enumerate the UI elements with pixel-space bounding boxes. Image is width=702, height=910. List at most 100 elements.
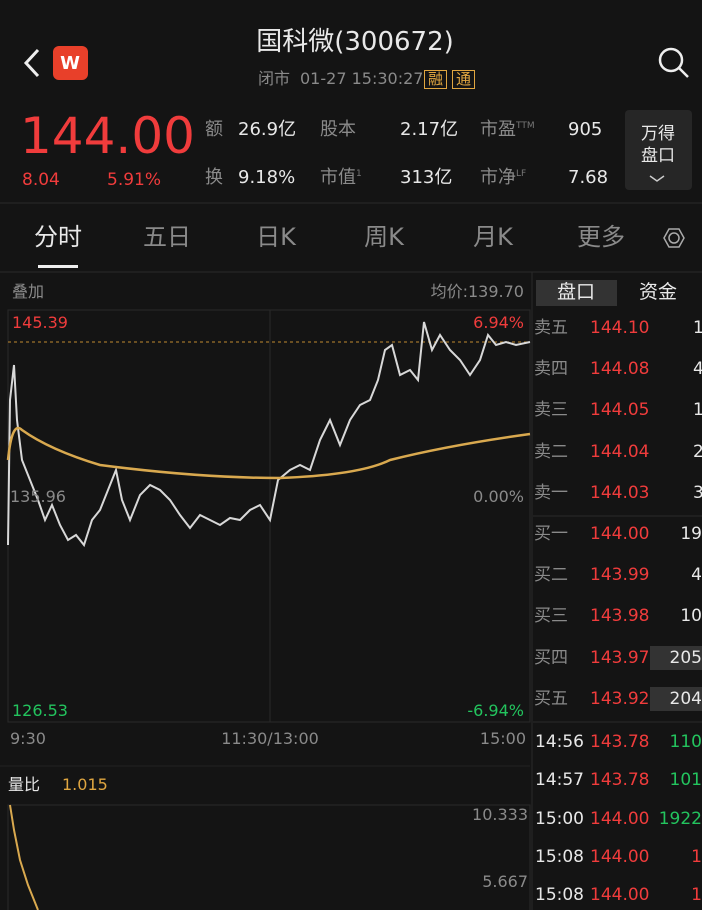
last-price: 144.00: [20, 107, 195, 165]
mid-label: 135.96: [10, 487, 66, 506]
ask-label: 卖三: [534, 400, 568, 421]
tag: 通: [452, 70, 476, 89]
trade-time: 15:08: [535, 885, 584, 906]
stat-sup: 1: [356, 169, 362, 179]
volume-tick: 10.333: [472, 805, 528, 824]
trade-volume: 110: [669, 732, 702, 752]
overlay-button[interactable]: 叠加: [12, 282, 45, 301]
bid-label: 买四: [534, 647, 568, 668]
bid-volume: 19: [680, 524, 702, 544]
trade-volume: 1: [691, 846, 702, 867]
ask-price: 144.03: [590, 482, 650, 503]
stat-value: 26.9亿: [238, 119, 297, 140]
stat-label: 股本: [320, 119, 356, 140]
ask-price: 144.04: [590, 441, 650, 462]
bid-price: 143.92: [590, 688, 650, 709]
book-tab[interactable]: 资金: [638, 281, 678, 303]
button-label[interactable]: 盘口: [641, 146, 675, 166]
stat-label: 换: [205, 167, 223, 188]
bid-price: 143.98: [590, 606, 650, 627]
time-label: 9:30: [10, 729, 46, 748]
trade-time: 14:56: [535, 732, 584, 752]
ask-label: 卖四: [534, 359, 568, 380]
svg-text:W: W: [60, 53, 80, 74]
tag: 融: [424, 70, 448, 89]
trade-time: 15:08: [535, 846, 584, 867]
volume-ratio-line: [9, 804, 39, 910]
volume-tick: 5.667: [482, 872, 528, 891]
bid-label: 买一: [534, 524, 568, 544]
tab[interactable]: 月K: [473, 223, 513, 251]
ask-label: 卖一: [534, 482, 568, 503]
tab-underline: [38, 265, 78, 268]
stock-title: 国科微(300672): [256, 27, 454, 57]
bid-volume: 4: [691, 565, 702, 586]
stat-value: 2.17亿: [400, 119, 459, 140]
ask-volume: 2: [693, 441, 702, 462]
price-change-pct: 5.91%: [107, 170, 162, 190]
high-label: 145.39: [12, 313, 68, 332]
trade-price: 144.00: [590, 846, 650, 867]
back-icon[interactable]: [23, 48, 40, 78]
stat-label: 额: [205, 119, 223, 140]
price-change: 8.04: [22, 170, 60, 190]
ask-volume: 3: [693, 482, 702, 503]
mid-pct: 0.00%: [473, 487, 524, 506]
time-label: 11:30/13:00: [221, 729, 319, 748]
low-label: 126.53: [12, 701, 68, 720]
stat-value: 313亿: [400, 167, 453, 188]
ask-volume: 4: [693, 359, 702, 380]
logo: [53, 46, 88, 80]
high-pct: 6.94%: [473, 313, 524, 332]
trade-volume: 1: [691, 885, 702, 906]
ask-label: 卖五: [534, 318, 568, 338]
trade-volume: 1922: [658, 808, 702, 829]
quote-time: 01-27 15:30:27: [300, 69, 424, 88]
bid-price: 144.00: [590, 524, 650, 544]
tab[interactable]: 周K: [364, 223, 404, 251]
low-pct: -6.94%: [467, 701, 524, 720]
trade-time: 15:00: [535, 808, 584, 829]
bid-label: 买五: [534, 688, 568, 709]
button-bg[interactable]: [625, 110, 692, 190]
bid-price: 143.99: [590, 565, 650, 586]
trade-volume: 101: [669, 770, 702, 791]
bid-label: 买三: [534, 606, 568, 627]
stat-value: 9.18%: [238, 167, 296, 188]
stat-sup: LF: [516, 169, 527, 179]
stat-label: 市盈TTM: [480, 119, 535, 140]
stat-label: 市净LF: [480, 167, 527, 188]
bid-volume: 204: [669, 688, 702, 709]
search-icon[interactable]: [658, 47, 684, 73]
ask-price: 144.05: [590, 400, 650, 421]
bid-volume: 10: [680, 606, 702, 627]
tab[interactable]: 分时: [34, 223, 82, 251]
ask-price: 144.08: [590, 359, 650, 380]
stat-value: 7.68: [568, 167, 609, 188]
stat-label: 市值1: [320, 167, 362, 188]
trade-time: 14:57: [535, 770, 584, 791]
button-label[interactable]: 万得: [641, 124, 675, 144]
tab[interactable]: 日K: [256, 223, 296, 251]
volume-value: 1.015: [62, 775, 108, 794]
market-status: 闭市: [258, 69, 291, 88]
ask-price: 144.10: [590, 318, 650, 338]
stat-value: 905: [568, 119, 603, 140]
stat-sup: TTM: [516, 121, 535, 131]
bid-price: 143.97: [590, 647, 650, 668]
trade-price: 144.00: [590, 808, 650, 829]
tab[interactable]: 更多: [577, 223, 625, 251]
bid-label: 买二: [534, 565, 568, 586]
trade-price: 144.00: [590, 885, 650, 906]
ask-volume: 1: [693, 318, 702, 338]
time-label: 15:00: [479, 729, 526, 748]
book-tab[interactable]: 盘口: [556, 281, 596, 303]
tab[interactable]: 五日: [143, 223, 191, 251]
ask-volume: 1: [693, 400, 702, 421]
trade-price: 143.78: [590, 732, 650, 752]
trade-price: 143.78: [590, 770, 650, 791]
avg-line: [6, 426, 531, 480]
bid-volume: 205: [669, 647, 702, 668]
